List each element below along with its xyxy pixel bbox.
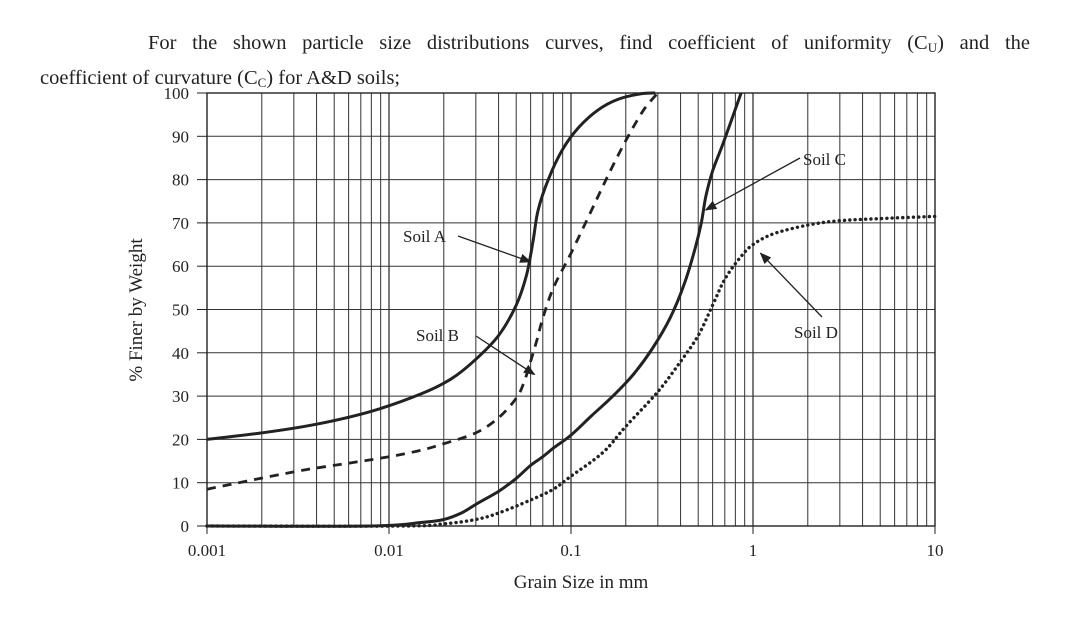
y-tick-label: 70 [172, 214, 189, 233]
series-soil-b [206, 92, 659, 491]
series-soil-c [206, 92, 743, 528]
cu-subscript: U [927, 40, 938, 55]
soil-c-label: Soil C [803, 150, 846, 169]
y-tick-label: 0 [181, 517, 190, 536]
y-tick-label: 40 [172, 344, 189, 363]
question-line-2-text: coefficient of curvature (C [40, 67, 258, 89]
soil-a-arrow [457, 235, 532, 263]
y-tick-label: 50 [172, 301, 189, 320]
cc-subscript: C [257, 75, 267, 90]
x-axis-label: Grain Size in mm [514, 572, 649, 593]
y-tick-label: 60 [172, 257, 189, 276]
question-line-2: coefficient of curvature (CC) for A&D so… [40, 63, 1030, 98]
x-tick-label: 0.001 [188, 541, 226, 560]
soil-d-label: Soil D [794, 323, 838, 342]
soil-b-label: Soil B [416, 326, 459, 345]
y-tick-label: 80 [172, 171, 189, 190]
question-line-2-end: ) for A&D soils; [266, 67, 401, 89]
y-tick-label: 30 [172, 387, 189, 406]
series-layer [205, 91, 937, 528]
question-text: For the shown particle size distribution… [40, 28, 1030, 98]
series-soil-d [205, 214, 937, 528]
x-tick-label: 0.01 [374, 541, 404, 560]
y-tick-label: 10 [172, 474, 189, 493]
x-tick-label: 10 [927, 541, 944, 560]
y-axis-label: % Finer by Weight [126, 238, 147, 382]
x-tick-label: 0.1 [560, 541, 581, 560]
x-tick-label: 1 [749, 541, 758, 560]
question-line-1: For the shown particle size distribution… [40, 28, 1030, 63]
soil-d-arrow [759, 252, 823, 318]
soil-b-arrow [475, 335, 536, 376]
grid [207, 92, 935, 527]
soil-c-arrow [704, 157, 801, 211]
question-line-1-end: ) and the [937, 32, 1030, 54]
y-tick-label: 20 [172, 430, 189, 449]
soil-a-label: Soil A [403, 227, 447, 246]
annotation-layer: Soil A Soil B Soil C Soil D [403, 150, 846, 376]
axes: 0 10 20 30 40 50 60 70 80 90 100 0.001 0.01 0.1 1 10 Gra… [126, 84, 944, 593]
y-tick-label: 100 [164, 84, 190, 103]
y-tick-label: 90 [172, 127, 189, 146]
series-soil-a [206, 91, 656, 441]
question-line-1-text: For the shown particle size distribution… [148, 32, 928, 54]
